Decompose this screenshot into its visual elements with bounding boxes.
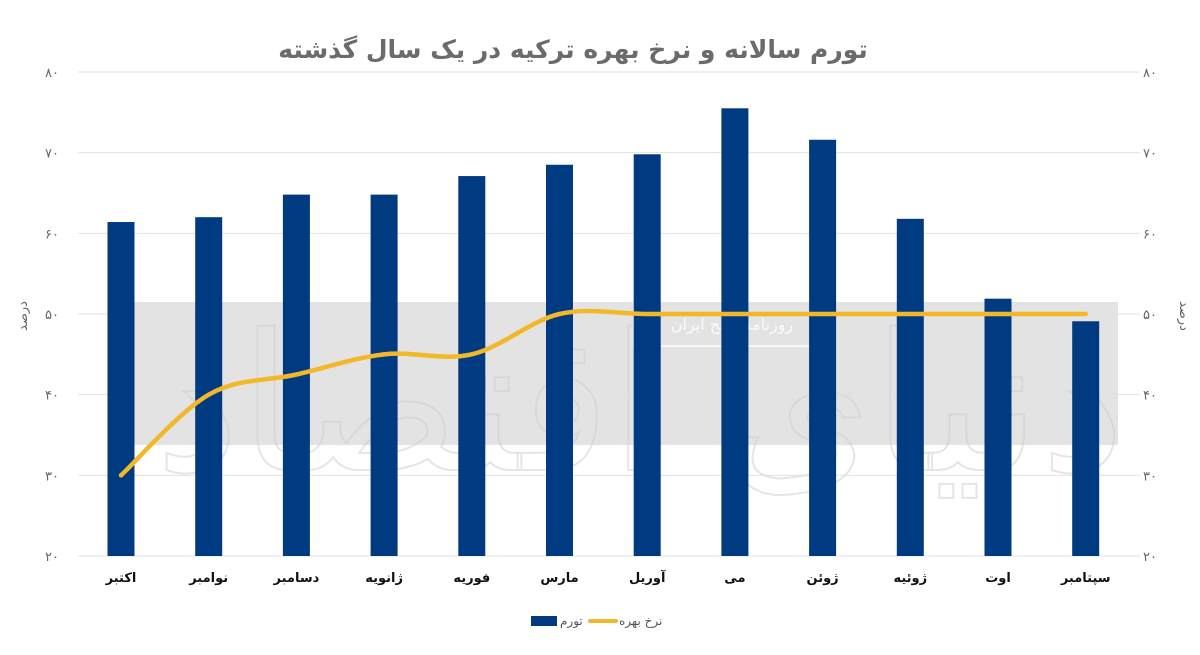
x-tick-label: آوریل bbox=[629, 569, 666, 586]
x-tick-label: ژوئیه bbox=[893, 571, 927, 586]
inflation-bars bbox=[107, 108, 1100, 557]
x-tick-label: اوت bbox=[985, 571, 1011, 586]
y-tick-label-right: ۲۰ bbox=[1143, 550, 1157, 565]
inflation-bar bbox=[546, 164, 573, 556]
y-axis-left-label: درصد bbox=[16, 301, 31, 331]
y-tick-label-left: ۸۰ bbox=[45, 66, 59, 81]
inflation-bar bbox=[633, 154, 661, 556]
inflation-bar bbox=[896, 218, 924, 556]
y-tick-label-left: ۲۰ bbox=[45, 550, 59, 565]
y-tick-label-right: ۳۰ bbox=[1143, 469, 1157, 484]
x-tick-label: دسامبر bbox=[273, 571, 320, 586]
inflation-bar bbox=[370, 194, 398, 556]
y-axis-left: ۲۰ ۳۰ ۴۰ ۵۰ ۶۰ ۷۰ ۸۰ bbox=[45, 66, 59, 565]
x-axis-categories: اکتبر نوامبر دسامبر ژانویه فوریه مارس آوریل می ژ… bbox=[105, 569, 1111, 586]
chart-title: تورم سالانه و نرخ بهره ترکیه در یک سال گ… bbox=[278, 35, 868, 65]
legend-swatch-inflation bbox=[531, 616, 557, 626]
x-tick-label: فوریه bbox=[453, 571, 490, 586]
y-tick-label-right: ۴۰ bbox=[1143, 389, 1157, 404]
legend-label-inflation: تورم bbox=[560, 614, 583, 629]
inflation-bar bbox=[195, 217, 223, 556]
y-axis-right: ۲۰ ۳۰ ۴۰ ۵۰ ۶۰ ۷۰ ۸۰ bbox=[1143, 66, 1157, 565]
y-axis-right-label: درصد bbox=[1176, 301, 1191, 331]
x-tick-label: سپتامبر bbox=[1060, 571, 1111, 586]
y-tick-label-right: ۶۰ bbox=[1143, 227, 1157, 242]
legend-label-interest-rate: نرخ بهره bbox=[619, 614, 662, 629]
x-tick-label: اکتبر bbox=[105, 571, 137, 586]
x-tick-label: ژانویه bbox=[365, 571, 403, 586]
y-tick-label-left: ۵۰ bbox=[45, 308, 59, 323]
legend: تورم نرخ بهره bbox=[531, 614, 662, 629]
inflation-bar bbox=[458, 176, 486, 556]
x-tick-label: مارس bbox=[540, 571, 578, 586]
inflation-bar bbox=[721, 108, 749, 557]
x-tick-label: نوامبر bbox=[188, 571, 228, 586]
y-tick-label-left: ۶۰ bbox=[45, 227, 59, 242]
y-tick-label-left: ۴۰ bbox=[45, 389, 59, 404]
watermark-band bbox=[110, 302, 1118, 445]
inflation-bar bbox=[107, 222, 135, 557]
y-tick-label-right: ۸۰ bbox=[1143, 66, 1157, 81]
inflation-bar bbox=[1072, 321, 1100, 556]
interest-rate-line bbox=[118, 308, 1088, 478]
inflation-bar bbox=[809, 139, 837, 556]
y-tick-label-left: ۷۰ bbox=[45, 147, 59, 162]
x-tick-label: ژوئن bbox=[807, 571, 839, 586]
inflation-bar bbox=[984, 298, 1012, 556]
watermark: دنیای اقتصاد روزنامه صبح ایران bbox=[110, 293, 1126, 516]
x-tick-label: می bbox=[724, 571, 745, 586]
y-tick-label-right: ۵۰ bbox=[1143, 308, 1157, 323]
interest-rate-path bbox=[118, 308, 1088, 478]
y-tick-label-left: ۳۰ bbox=[45, 469, 59, 484]
y-tick-label-right: ۷۰ bbox=[1143, 147, 1157, 162]
